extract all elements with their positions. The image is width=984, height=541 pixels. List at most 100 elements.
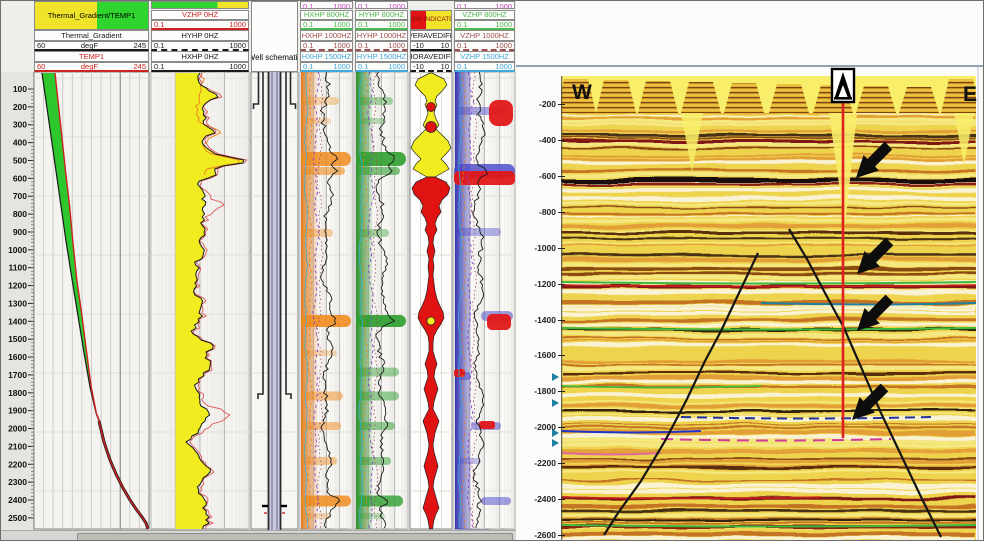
scale-max-label: 1000	[388, 2, 405, 9]
seismic-depth-label: -200	[538, 99, 556, 109]
stripe	[561, 521, 976, 524]
stripe	[561, 236, 976, 239]
curve-name-label: Thermal_Gradient	[61, 30, 122, 40]
stripe	[561, 337, 976, 340]
seismic-depth-label: -400	[538, 134, 556, 145]
curve-name-cell: HXHP 800HZ	[300, 9, 353, 20]
stripe	[561, 347, 976, 350]
mesa	[681, 82, 721, 113]
depth-label: 1700	[8, 370, 27, 380]
depth-label: 1400	[8, 316, 27, 326]
curve-name-label: HYHP 1000HZ	[356, 30, 407, 40]
log-curve	[189, 72, 248, 529]
log-header: Thermal_Gradient/TEMP1 Thermal_Gradient 60…	[1, 1, 516, 72]
log-curve	[375, 72, 396, 529]
scale-max-label: 1000	[229, 61, 246, 71]
depth-ruler-bg	[1, 72, 34, 529]
stripe	[561, 114, 976, 116]
stripe	[561, 359, 976, 363]
seismic-depth-tick	[558, 535, 565, 537]
horizon-marker-icon[interactable]	[552, 399, 559, 407]
stripe	[561, 247, 976, 251]
horizon-marker-icon[interactable]	[552, 429, 559, 437]
shading-blob	[481, 497, 511, 505]
curve-scale-cell: 0.1 1000	[355, 19, 408, 31]
stripe	[561, 429, 976, 435]
shading-blob	[301, 315, 351, 327]
depth-label: 100	[13, 84, 27, 94]
seismic-depth-tick	[558, 499, 565, 501]
track-title-cell: Thermal_Gradient/TEMP1	[34, 1, 149, 30]
horizon-line	[561, 430, 702, 434]
curve-name-cell: VZHP 0HZ	[151, 9, 249, 20]
shading-blob	[356, 97, 393, 105]
stripe	[561, 150, 976, 154]
curve-name-label: HXHP 1000HZ	[301, 30, 352, 40]
curve-name-cell: HYHP 800HZ	[355, 9, 408, 20]
curve-scale-cell: 0.1 1000	[151, 61, 249, 72]
horizon-line	[561, 327, 977, 331]
log-curve	[54, 72, 101, 422]
casing-shoe	[289, 72, 297, 109]
stripe	[561, 380, 976, 384]
horizon-marker-icon[interactable]	[552, 373, 559, 381]
seismic-depth-label: -800	[538, 206, 556, 217]
seismic-section[interactable]	[561, 67, 984, 541]
stripe	[561, 434, 976, 439]
derrick-icon-base	[834, 97, 852, 100]
stripe	[561, 315, 976, 319]
casing-shoe	[252, 72, 260, 109]
horizon-marker-icon[interactable]	[552, 439, 559, 447]
mesa	[769, 84, 809, 113]
stripe	[561, 257, 976, 262]
stripe	[561, 212, 976, 216]
seismic-depth-label: -1600	[534, 350, 556, 361]
log-tracks-plot[interactable]: 100 200 300 400 500 600 700 800 900 1000 1100 1200 1…	[1, 72, 516, 530]
seismic-depth-tick	[558, 283, 565, 285]
mesa	[856, 86, 896, 113]
log-curve	[320, 72, 341, 529]
stripe	[561, 133, 976, 137]
curve-name-label: TEMP1	[78, 51, 104, 61]
mesa	[561, 79, 596, 113]
stripe	[561, 299, 976, 305]
stripe	[561, 272, 976, 276]
log-curve	[316, 72, 324, 529]
shading-blob	[301, 118, 331, 124]
seismic-depth-label: -2000	[534, 422, 556, 433]
stripe	[561, 393, 976, 398]
tubing-fill	[268, 72, 281, 530]
stripe	[561, 191, 976, 195]
depth-label: 900	[13, 227, 27, 237]
scrollbar-thumb[interactable]	[77, 533, 513, 540]
stripe	[561, 363, 976, 366]
seismic-depth-tick	[558, 391, 565, 393]
curve-name-label: HYHP 0HZ	[181, 30, 219, 40]
scale-min-label: -10	[413, 40, 424, 50]
seismic-depth-label: -600	[538, 170, 556, 181]
stripe	[561, 532, 976, 537]
red-anomaly-blob	[489, 100, 513, 126]
flow-indicator-label: FLOW INDICATOR	[410, 15, 451, 23]
stripe	[561, 137, 976, 139]
seismic-depth-tick	[558, 319, 565, 321]
red-anomaly-blob	[454, 369, 465, 377]
horizontal-scrollbar[interactable]	[1, 530, 516, 540]
stripe	[561, 130, 976, 133]
scale-max-label: 1000	[229, 19, 246, 29]
shading-blob	[356, 367, 399, 377]
scale-min-label: 0.1	[154, 61, 165, 71]
shading-blob	[356, 391, 399, 401]
curve-name-cell: Thermal_Gradient	[34, 30, 149, 41]
scale-max-label: 10	[440, 40, 449, 50]
stripe	[561, 154, 976, 157]
clipped-scale-cell: 0.1 1000	[355, 1, 408, 9]
scale-unit-label: degF	[80, 61, 98, 71]
shading-blob	[356, 167, 400, 175]
marker-band	[561, 519, 976, 521]
depth-label: 500	[13, 155, 27, 165]
shading-blob	[301, 391, 343, 401]
seismic-depth-ruler: -200 -400 -600 -800 -1000 -1200 -1400 -1600 -180…	[516, 1, 565, 540]
scale-unit-label: degF	[80, 40, 98, 50]
